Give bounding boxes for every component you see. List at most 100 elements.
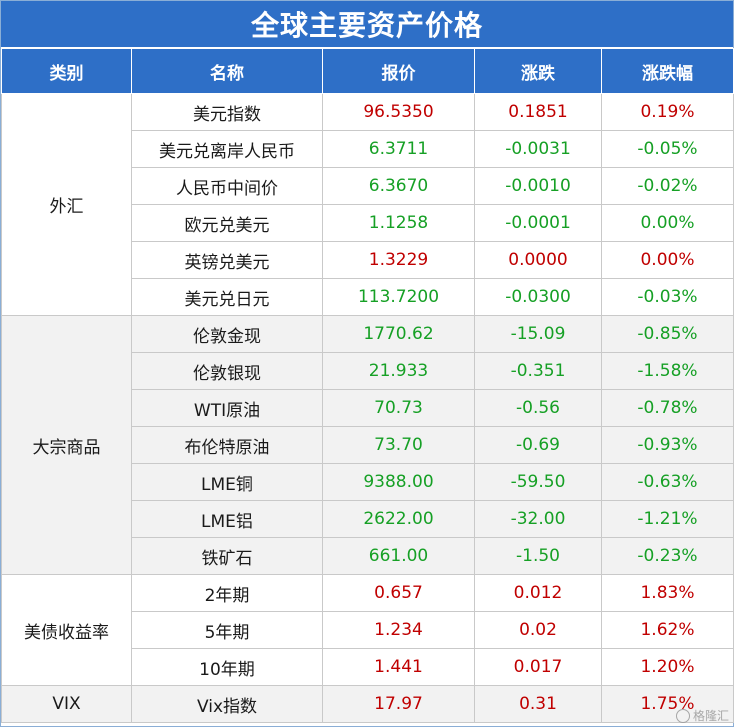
change-pct-cell: -0.02% — [601, 167, 734, 205]
sheet-title: 全球主要资产价格 — [1, 1, 733, 48]
change-cell: -0.56 — [474, 389, 602, 427]
change-pct-cell: -0.93% — [601, 426, 734, 464]
price-cell: 1.1258 — [322, 204, 475, 242]
price-cell: 9388.00 — [322, 463, 475, 501]
price-cell: 1.3229 — [322, 241, 475, 279]
table-row: 欧元兑美元 1.1258 -0.0001 0.00% — [2, 204, 734, 242]
change-pct-cell: 1.75% — [601, 685, 734, 723]
price-cell: 70.73 — [322, 389, 475, 427]
change-cell: 0.31 — [474, 685, 602, 723]
asset-price-table: 类别 名称 报价 涨跌 涨跌幅 外汇 美元指数 96.5350 0.1851 0.19%… — [1, 48, 734, 723]
name-cell: 10年期 — [131, 648, 323, 686]
change-cell: 0.0000 — [474, 241, 602, 279]
header-name: 名称 — [131, 48, 323, 94]
price-cell: 2622.00 — [322, 500, 475, 538]
change-cell: 0.012 — [474, 574, 602, 612]
price-cell: 73.70 — [322, 426, 475, 464]
category-cell: 美债收益率 — [1, 574, 132, 686]
change-pct-cell: -0.85% — [601, 315, 734, 353]
change-pct-cell: -0.05% — [601, 130, 734, 168]
category-cell: 大宗商品 — [1, 315, 132, 575]
name-cell: WTI原油 — [131, 389, 323, 427]
table-row: 伦敦银现 21.933 -0.351 -1.58% — [2, 352, 734, 390]
change-cell: -0.351 — [474, 352, 602, 390]
name-cell: LME铝 — [131, 500, 323, 538]
header-category: 类别 — [1, 48, 132, 94]
change-pct-cell: 0.19% — [601, 93, 734, 131]
name-cell: Vix指数 — [131, 685, 323, 723]
price-cell: 1770.62 — [322, 315, 475, 353]
name-cell: 美元兑日元 — [131, 278, 323, 316]
change-pct-cell: -1.58% — [601, 352, 734, 390]
change-pct-cell: 1.20% — [601, 648, 734, 686]
name-cell: 2年期 — [131, 574, 323, 612]
header-row: 类别 名称 报价 涨跌 涨跌幅 — [1, 48, 734, 94]
change-cell: -1.50 — [474, 537, 602, 575]
price-cell: 96.5350 — [322, 93, 475, 131]
table-row: WTI原油 70.73 -0.56 -0.78% — [2, 389, 734, 427]
change-pct-cell: 0.00% — [601, 204, 734, 242]
change-cell: -0.0010 — [474, 167, 602, 205]
name-cell: 伦敦金现 — [131, 315, 323, 353]
name-cell: 欧元兑美元 — [131, 204, 323, 242]
watermark-logo-icon — [675, 708, 690, 723]
header-price: 报价 — [322, 48, 475, 94]
price-cell: 21.933 — [322, 352, 475, 390]
category-cell: 外汇 — [1, 93, 132, 316]
table-row: 人民币中间价 6.3670 -0.0010 -0.02% — [2, 167, 734, 205]
change-pct-cell: 0.00% — [601, 241, 734, 279]
header-change-pct: 涨跌幅 — [601, 48, 734, 94]
table-row: 5年期 1.234 0.02 1.62% — [2, 611, 734, 649]
header-change: 涨跌 — [474, 48, 602, 94]
price-cell: 17.97 — [322, 685, 475, 723]
table-row: 10年期 1.441 0.017 1.20% — [2, 648, 734, 686]
change-cell: 0.02 — [474, 611, 602, 649]
change-cell: -15.09 — [474, 315, 602, 353]
change-cell: -0.0031 — [474, 130, 602, 168]
table-row: 布伦特原油 73.70 -0.69 -0.93% — [2, 426, 734, 464]
table-row: LME铜 9388.00 -59.50 -0.63% — [2, 463, 734, 501]
table-row: LME铝 2622.00 -32.00 -1.21% — [2, 500, 734, 538]
price-cell: 6.3711 — [322, 130, 475, 168]
change-cell: -59.50 — [474, 463, 602, 501]
change-pct-cell: 1.62% — [601, 611, 734, 649]
change-cell: -0.69 — [474, 426, 602, 464]
price-cell: 1.234 — [322, 611, 475, 649]
price-cell: 1.441 — [322, 648, 475, 686]
change-cell: 0.017 — [474, 648, 602, 686]
change-pct-cell: -0.63% — [601, 463, 734, 501]
table-row: 美债收益率 2年期 0.657 0.012 1.83% — [1, 574, 734, 686]
table-row: 外汇 美元指数 96.5350 0.1851 0.19% — [1, 93, 734, 316]
change-cell: -32.00 — [474, 500, 602, 538]
change-pct-cell: 1.83% — [601, 574, 734, 612]
price-cell: 0.657 — [322, 574, 475, 612]
change-cell: -0.0300 — [474, 278, 602, 316]
table-row: VIX Vix指数 17.97 0.31 1.75% — [1, 685, 734, 723]
name-cell: LME铜 — [131, 463, 323, 501]
table-body: 外汇 美元指数 96.5350 0.1851 0.19% 美元兑离岸人民币 6.3711 -0… — [1, 93, 734, 723]
table-row: 英镑兑美元 1.3229 0.0000 0.00% — [2, 241, 734, 279]
watermark: 格隆汇 — [675, 707, 729, 724]
name-cell: 5年期 — [131, 611, 323, 649]
name-cell: 人民币中间价 — [131, 167, 323, 205]
change-pct-cell: -1.21% — [601, 500, 734, 538]
name-cell: 铁矿石 — [131, 537, 323, 575]
price-cell: 113.7200 — [322, 278, 475, 316]
name-cell: 英镑兑美元 — [131, 241, 323, 279]
price-cell: 661.00 — [322, 537, 475, 575]
table-row: 美元兑离岸人民币 6.3711 -0.0031 -0.05% — [2, 130, 734, 168]
change-cell: -0.0001 — [474, 204, 602, 242]
name-cell: 伦敦银现 — [131, 352, 323, 390]
name-cell: 布伦特原油 — [131, 426, 323, 464]
table-row: 大宗商品 伦敦金现 1770.62 -15.09 -0.85% — [1, 315, 734, 575]
category-cell: VIX — [1, 685, 132, 723]
name-cell: 美元兑离岸人民币 — [131, 130, 323, 168]
price-cell: 6.3670 — [322, 167, 475, 205]
change-pct-cell: -0.23% — [601, 537, 734, 575]
change-cell: 0.1851 — [474, 93, 602, 131]
name-cell: 美元指数 — [131, 93, 323, 131]
change-pct-cell: -0.03% — [601, 278, 734, 316]
change-pct-cell: -0.78% — [601, 389, 734, 427]
watermark-text: 格隆汇 — [692, 709, 729, 723]
